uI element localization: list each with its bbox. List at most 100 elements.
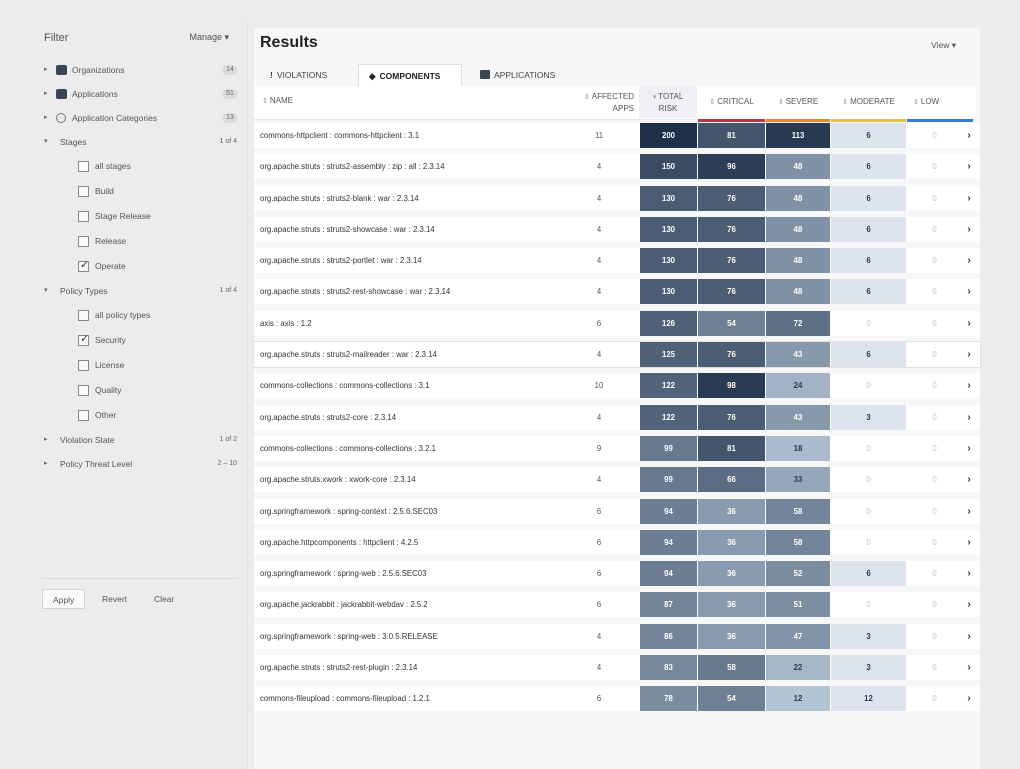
option-other[interactable]: Other [30, 403, 248, 428]
option-security[interactable]: ✓ Security [30, 328, 248, 353]
column-header-name[interactable]: ⇕ Name [262, 86, 562, 118]
column-header-moderate[interactable]: ⇕ Moderate [831, 86, 906, 122]
component-name[interactable]: org.springframework : spring-context : 2… [260, 506, 438, 516]
component-name[interactable]: org.apache.struts : struts2-assembly : z… [260, 162, 445, 172]
component-name[interactable]: org.apache.struts : struts2-portlet : wa… [260, 256, 422, 266]
table-row[interactable]: axis : axis : 1.2 6 126 54 72 0 0 › [254, 310, 980, 336]
facet-policy-types[interactable]: ▾ Policy Types 1 of 4 [30, 279, 248, 303]
low-cell: 0 [932, 600, 937, 610]
option-stage-release[interactable]: Stage Release [30, 204, 248, 229]
facet-applications[interactable]: ▸ Applications 51 [30, 82, 248, 106]
chevron-right-icon[interactable]: › [967, 161, 971, 173]
chevron-right-icon[interactable]: › [967, 536, 971, 548]
tab-applications[interactable]: Applications [476, 64, 586, 86]
revert-button[interactable]: Revert [102, 594, 128, 604]
checkbox[interactable] [78, 385, 89, 396]
chevron-right-icon[interactable]: › [967, 130, 971, 141]
chevron-right-icon[interactable]: › [967, 442, 971, 454]
checkbox[interactable] [78, 186, 89, 197]
table-row[interactable]: commons-collections : commons-collection… [254, 373, 980, 399]
checkbox[interactable] [78, 310, 89, 321]
chevron-right-icon[interactable]: › [967, 474, 971, 486]
column-header-affected-apps[interactable]: ⇕ Affected Apps [572, 86, 634, 118]
tab-violations[interactable]: ! Violations [260, 64, 358, 86]
table-row[interactable]: commons-collections : commons-collection… [254, 435, 980, 461]
view-menu[interactable]: View ▾ [931, 40, 956, 50]
tab-components[interactable]: ◆ Components [358, 64, 462, 86]
facet-organizations[interactable]: ▸ Organizations 14 [30, 58, 248, 82]
checkbox[interactable] [78, 211, 89, 222]
table-row[interactable]: org.apache.struts : struts2-portlet : wa… [254, 248, 980, 274]
option-release[interactable]: Release [30, 229, 248, 254]
chevron-right-icon[interactable]: › [967, 349, 971, 361]
facet-stages[interactable]: ▾ Stages 1 of 4 [30, 130, 248, 154]
column-header-critical[interactable]: ⇕ Critical [698, 86, 765, 122]
checkbox[interactable] [78, 161, 89, 172]
chevron-right-icon[interactable]: › [967, 662, 971, 674]
table-row[interactable]: org.apache.struts : struts2-rest-plugin … [254, 655, 980, 681]
component-name[interactable]: org.apache.struts : struts2-blank : war … [260, 193, 419, 203]
chevron-right-icon[interactable]: › [967, 599, 971, 611]
column-header-low[interactable]: ⇕ Low [907, 86, 973, 122]
component-name[interactable]: org.springframework : spring-web : 2.5.6… [260, 569, 427, 579]
checkbox[interactable] [78, 236, 89, 247]
facet-policy-threat-level[interactable]: ▸ Policy Threat Level 2 – 10 [30, 452, 248, 476]
component-name[interactable]: org.apache.struts.xwork : xwork-core : 2… [260, 475, 416, 485]
option-all-stages[interactable]: all stages [30, 154, 248, 179]
table-row[interactable]: org.apache.struts : struts2-core : 2.3.1… [254, 404, 980, 430]
component-name[interactable]: org.apache.struts : struts2-showcase : w… [260, 224, 435, 234]
table-row[interactable]: org.apache.struts : struts2-blank : war … [254, 185, 980, 211]
checkbox[interactable] [78, 410, 89, 421]
component-name[interactable]: commons-collections : commons-collection… [260, 381, 430, 391]
option-quality[interactable]: Quality [30, 378, 248, 403]
component-name[interactable]: org.springframework : spring-web : 3.0.5… [260, 631, 438, 641]
checkbox[interactable]: ✓ [78, 333, 89, 346]
chevron-right-icon[interactable]: › [967, 223, 971, 235]
chevron-right-icon[interactable]: › [967, 380, 971, 392]
manage-menu[interactable]: Manage ▾ [189, 32, 229, 42]
component-name[interactable]: org.apache.struts : struts2-mailreader :… [260, 350, 437, 360]
table-row[interactable]: org.apache.struts.xwork : xwork-core : 2… [254, 467, 980, 493]
option-build[interactable]: Build [30, 179, 248, 204]
option-license[interactable]: License [30, 353, 248, 378]
component-name[interactable]: commons-fileupload : commons-fileupload … [260, 694, 430, 704]
chevron-right-icon[interactable]: › [967, 317, 971, 329]
apply-button[interactable]: Apply [42, 589, 86, 609]
chevron-right-icon[interactable]: › [967, 255, 971, 267]
table-row[interactable]: org.apache.struts : struts2-assembly : z… [254, 154, 980, 180]
table-row[interactable]: org.apache.jackrabbit : jackrabbit-webda… [254, 592, 980, 618]
clear-button[interactable]: Clear [154, 594, 175, 604]
chevron-right-icon[interactable]: › [967, 693, 971, 705]
table-row[interactable]: org.springframework : spring-web : 3.0.5… [254, 623, 980, 649]
component-name[interactable]: axis : axis : 1.2 [260, 318, 312, 328]
component-name[interactable]: commons-collections : commons-collection… [260, 443, 436, 453]
table-row[interactable]: org.apache.struts : struts2-mailreader :… [254, 342, 980, 368]
component-name[interactable]: org.apache.struts : struts2-rest-showcas… [260, 287, 451, 297]
table-row[interactable]: org.springframework : spring-web : 2.5.6… [254, 561, 980, 587]
component-name[interactable]: commons-httpclient : commons-httpclient … [260, 131, 420, 140]
table-row[interactable]: org.apache.struts : struts2-rest-showcas… [254, 279, 980, 305]
facet-application-categories[interactable]: ▸ Application Categories 13 [30, 106, 248, 130]
component-name[interactable]: org.apache.struts : struts2-core : 2.3.1… [260, 412, 397, 422]
checkbox[interactable] [78, 360, 89, 371]
column-header-total-risk[interactable]: ▾ Total Risk [639, 86, 697, 118]
facet-violation-state[interactable]: ▸ Violation State 1 of 2 [30, 428, 248, 452]
option-all-policy-types[interactable]: all policy types [30, 303, 248, 328]
table-row[interactable]: commons-fileupload : commons-fileupload … [254, 686, 980, 712]
table-row[interactable]: commons-httpclient : commons-httpclient … [254, 123, 980, 148]
table-row[interactable]: org.apache.httpcomponents : httpclient :… [254, 529, 980, 555]
column-header-severe[interactable]: ⇕ Severe [766, 86, 830, 122]
component-name[interactable]: org.apache.jackrabbit : jackrabbit-webda… [260, 600, 428, 610]
chevron-right-icon[interactable]: › [967, 568, 971, 580]
checkbox[interactable]: ✓ [78, 259, 89, 272]
table-row[interactable]: org.springframework : spring-context : 2… [254, 498, 980, 524]
component-name[interactable]: org.apache.httpcomponents : httpclient :… [260, 537, 419, 547]
component-name[interactable]: org.apache.struts : struts2-rest-plugin … [260, 663, 418, 673]
chevron-right-icon[interactable]: › [967, 505, 971, 517]
chevron-right-icon[interactable]: › [967, 411, 971, 423]
chevron-right-icon[interactable]: › [967, 192, 971, 204]
option-operate[interactable]: ✓ Operate [30, 254, 248, 279]
table-row[interactable]: org.apache.struts : struts2-showcase : w… [254, 216, 980, 242]
chevron-right-icon[interactable]: › [967, 286, 971, 298]
chevron-right-icon[interactable]: › [967, 630, 971, 642]
